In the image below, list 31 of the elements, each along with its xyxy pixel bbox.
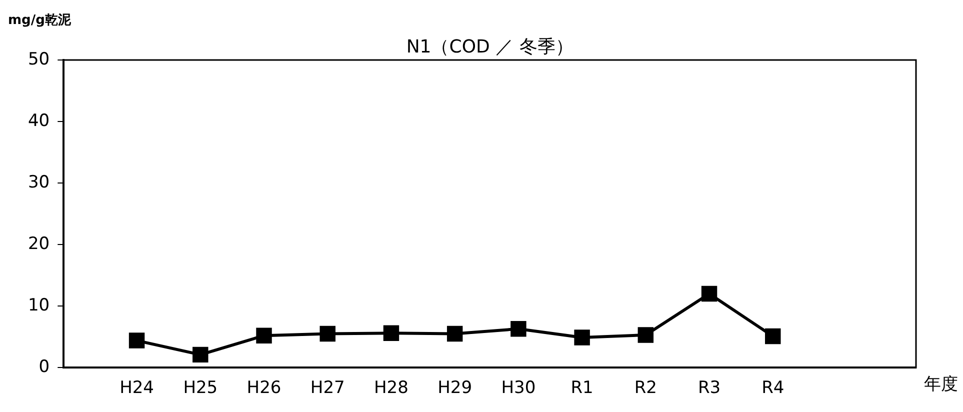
x-tick-label: H29: [438, 378, 472, 398]
point: [510, 320, 526, 337]
y-tick-label: 10: [28, 296, 50, 316]
chart-title: N1（COD ／ 冬季）: [406, 36, 574, 58]
point: [701, 286, 718, 302]
point: [446, 326, 463, 342]
point: [128, 332, 145, 348]
x-tick-label: H25: [183, 378, 218, 398]
x-tick-label: R3: [698, 378, 721, 398]
point: [256, 328, 272, 344]
x-tick-label: H28: [374, 378, 408, 398]
point: [192, 346, 208, 363]
x-tick-label: R1: [570, 378, 594, 398]
x-tick-label: H27: [310, 378, 345, 398]
y-axis-title: mg/g乾泥: [8, 12, 72, 28]
point: [574, 330, 590, 346]
x-tick-label: H26: [246, 378, 282, 398]
point: [638, 327, 654, 343]
point: [765, 328, 781, 344]
point: [383, 325, 400, 342]
x-tick-label: H30: [501, 378, 536, 398]
text: 年度: [924, 374, 958, 395]
y-tick-label: 50: [28, 49, 50, 70]
x-tick-label: H24: [120, 378, 154, 398]
y-tick-label: 40: [28, 110, 50, 131]
x-tick-label: R2: [634, 378, 657, 398]
point: [320, 326, 336, 342]
x-tick-label: R4: [762, 378, 784, 398]
y-tick-label: 0: [38, 357, 50, 378]
y-tick-label: 20: [28, 234, 50, 254]
y-tick-label: 30: [28, 172, 50, 192]
